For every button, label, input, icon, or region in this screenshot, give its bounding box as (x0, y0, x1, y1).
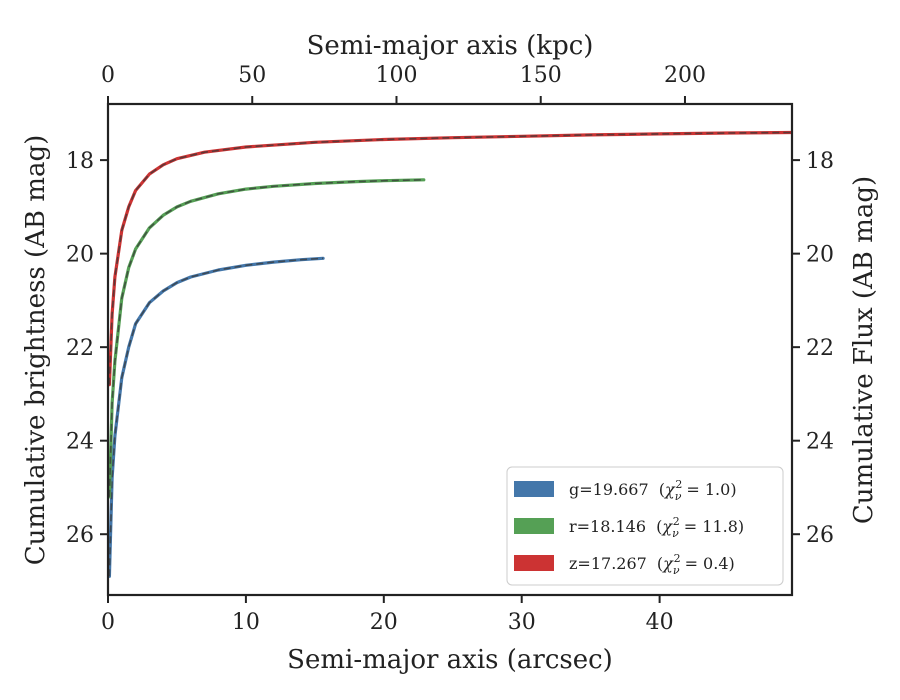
x2-tick-label-1: 50 (238, 63, 266, 88)
x2-tick-label-4: 200 (664, 63, 706, 88)
y-tick-label-right-0: 18 (806, 149, 834, 174)
series-layer (107, 130, 793, 578)
legend-entry-z: z=17.267 (χν2 = 0.4) (514, 552, 735, 577)
legend-chi-open-g: ( (659, 480, 665, 499)
legend-name-r: r=18.146 (569, 517, 646, 536)
legend-chi-open-z: ( (657, 554, 663, 573)
legend-chi-symbol-z: χ (662, 554, 674, 573)
legend-swatch-g (514, 481, 554, 497)
y-tick-label-right-2: 22 (806, 336, 834, 361)
x2-tick-label-3: 150 (520, 63, 562, 88)
legend-label-r: r=18.146 (χν2 = 11.8) (569, 515, 744, 540)
legend-chi-symbol-g: χ (664, 480, 676, 499)
legend-chi-open-r: ( (656, 517, 662, 536)
legend-entry-g: g=19.667 (χν2 = 1.0) (514, 478, 737, 503)
legend-chi-symbol-r: χ (661, 517, 673, 536)
bottom-axis-title: Semi-major axis (arcsec) (287, 645, 613, 675)
series-model-line-2 (108, 131, 791, 385)
x-tick-label-0: 0 (101, 610, 115, 635)
legend-swatch-r (514, 518, 554, 534)
y-tick-label-left-4: 26 (66, 523, 94, 548)
legend-label-g: g=19.667 (χν2 = 1.0) (569, 478, 737, 503)
legend-chi-sup-z: 2 (674, 552, 681, 565)
legend-name-g: g=19.667 (569, 480, 649, 499)
legend-name-z: z=17.267 (569, 554, 647, 573)
x-tick-label-3: 30 (508, 610, 536, 635)
y-tick-label-left-2: 22 (66, 336, 94, 361)
series-line-0 (107, 256, 325, 578)
y-tick-label-right-1: 20 (806, 243, 834, 268)
legend: g=19.667 (χν2 = 1.0) r=18.146 (χν2 = 11.8)… (506, 466, 784, 586)
legend-label-z: z=17.267 (χν2 = 0.4) (569, 552, 735, 577)
legend-chi-sub-z: ν (673, 564, 680, 577)
legend-chi-sup-r: 2 (673, 515, 680, 528)
y-tick-label-right-3: 24 (806, 430, 834, 455)
y-tick-label-left-3: 24 (66, 430, 94, 455)
y-tick-label-right-4: 26 (806, 523, 834, 548)
plot-frame (106, 102, 794, 597)
y-tick-label-left-1: 20 (66, 243, 94, 268)
legend-chi-sub-g: ν (675, 490, 682, 503)
x-tick-label-4: 40 (646, 610, 674, 635)
legend-chi-sup-g: 2 (675, 478, 682, 491)
right-axis-title: Cumulative Flux (AB mag) (849, 176, 879, 524)
legend-chi-value-z: = 0.4) (685, 554, 735, 573)
legend-chi-value-g: = 1.0) (686, 480, 736, 499)
series-line-2 (107, 130, 793, 387)
legend-chi-sub-r: ν (672, 527, 679, 540)
series-model-line-1 (108, 179, 424, 497)
x2-tick-label-2: 100 (375, 63, 417, 88)
top-axis-title: Semi-major axis (kpc) (307, 31, 594, 61)
legend-chi-value-r: = 11.8) (684, 517, 744, 536)
series-model-line-0 (108, 257, 324, 577)
axes-layer (106, 102, 794, 597)
x2-tick-label-0: 0 (101, 63, 115, 88)
left-axis-title: Cumulative brightness (AB mag) (21, 135, 51, 566)
x-tick-label-2: 20 (370, 610, 398, 635)
y-tick-label-left-0: 18 (66, 149, 94, 174)
series-line-1 (107, 178, 426, 499)
legend-entry-r: r=18.146 (χν2 = 11.8) (514, 515, 744, 540)
legend-frame (506, 466, 784, 586)
x-tick-label-1: 10 (232, 610, 260, 635)
legend-swatch-z (514, 555, 554, 571)
